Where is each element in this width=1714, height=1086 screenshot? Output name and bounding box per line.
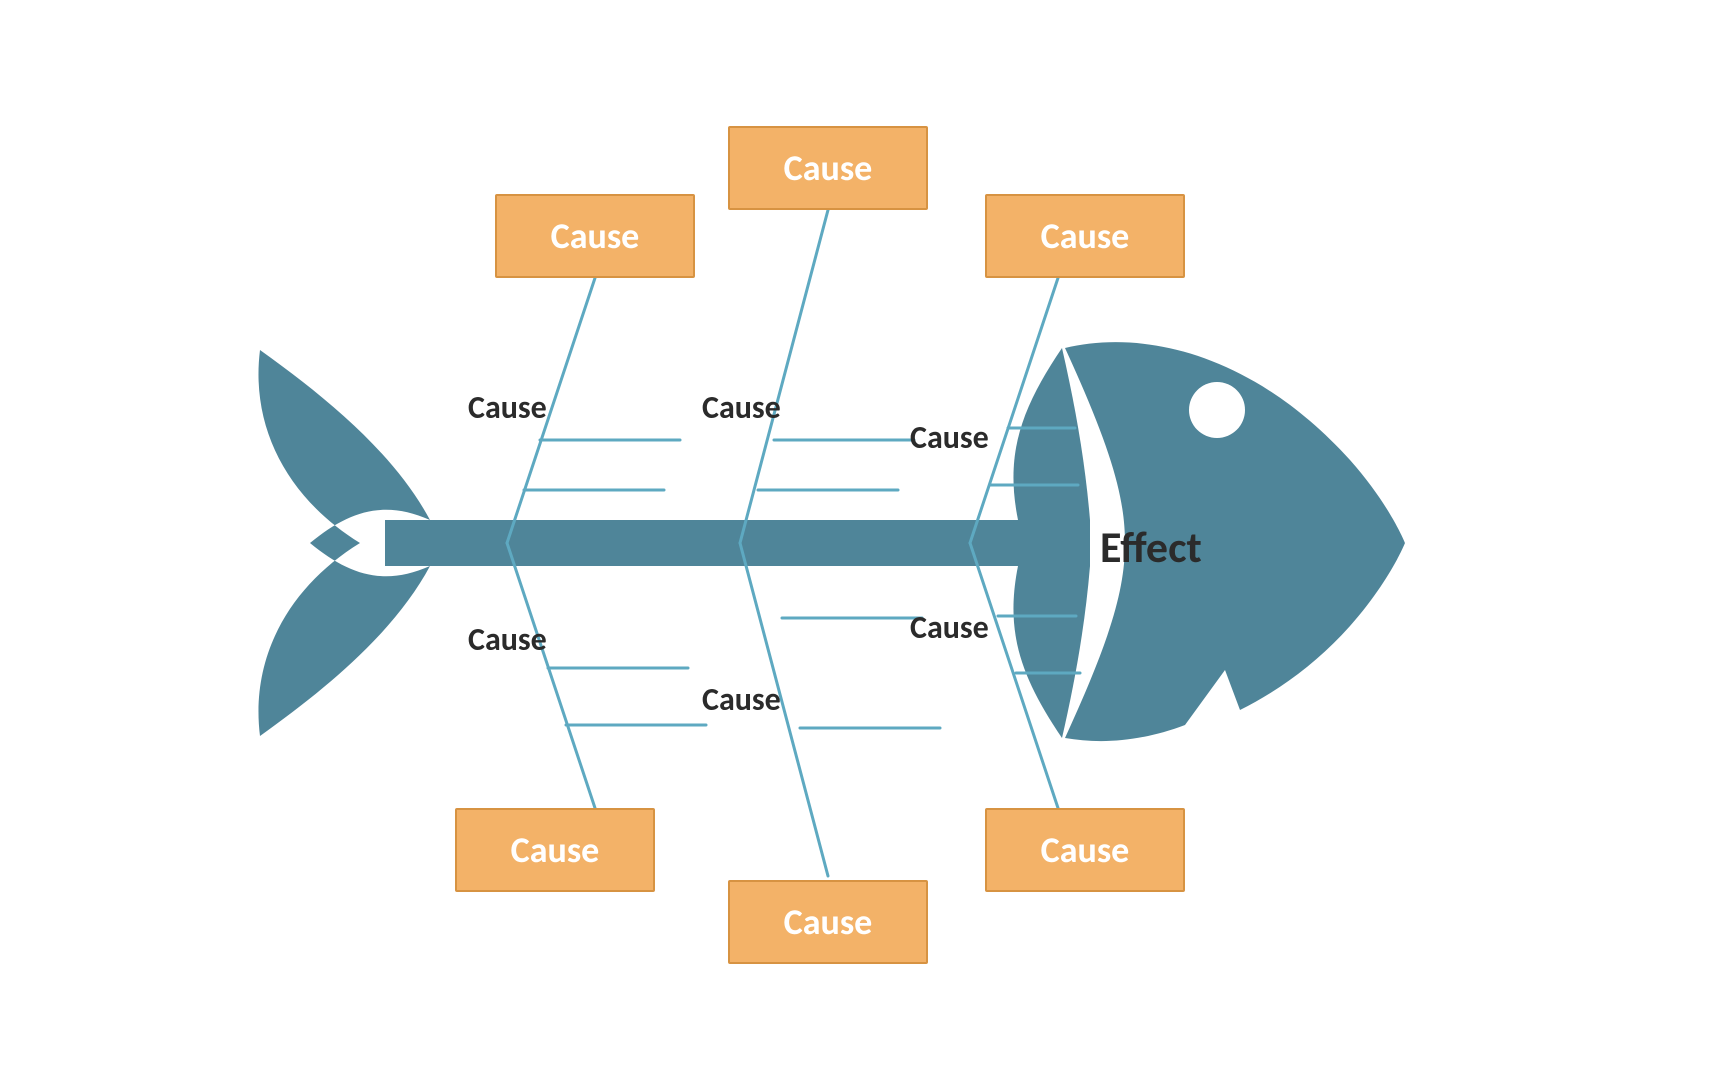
cause-box-label: Cause xyxy=(1041,214,1130,258)
sub-cause-u1: Cause xyxy=(468,388,547,427)
fish-spine xyxy=(385,520,1090,566)
fish-eye xyxy=(1189,382,1245,438)
cause-box-label: Cause xyxy=(1041,828,1130,872)
bone-line xyxy=(740,210,828,543)
cause-box-bottom-2: Cause xyxy=(728,880,928,964)
cause-box-bottom-3: Cause xyxy=(985,808,1185,892)
cause-box-bottom-1: Cause xyxy=(455,808,655,892)
sub-cause-u2: Cause xyxy=(702,388,781,427)
fishbone-diagram: Effect Cause Cause Cause Cause Cause Cau… xyxy=(0,0,1714,1086)
cause-box-label: Cause xyxy=(551,214,640,258)
subcause-lines-group xyxy=(524,428,1080,728)
bone-line xyxy=(507,543,595,808)
effect-label: Effect xyxy=(1100,520,1202,574)
sub-cause-l3: Cause xyxy=(910,608,989,647)
cause-box-label: Cause xyxy=(784,146,873,190)
sub-cause-l2: Cause xyxy=(702,680,781,719)
cause-box-top-3: Cause xyxy=(985,194,1185,278)
cause-box-label: Cause xyxy=(784,900,873,944)
cause-box-top-2: Cause xyxy=(728,126,928,210)
sub-cause-l1: Cause xyxy=(468,620,547,659)
cause-box-top-1: Cause xyxy=(495,194,695,278)
sub-cause-u3: Cause xyxy=(910,418,989,457)
cause-box-label: Cause xyxy=(511,828,600,872)
